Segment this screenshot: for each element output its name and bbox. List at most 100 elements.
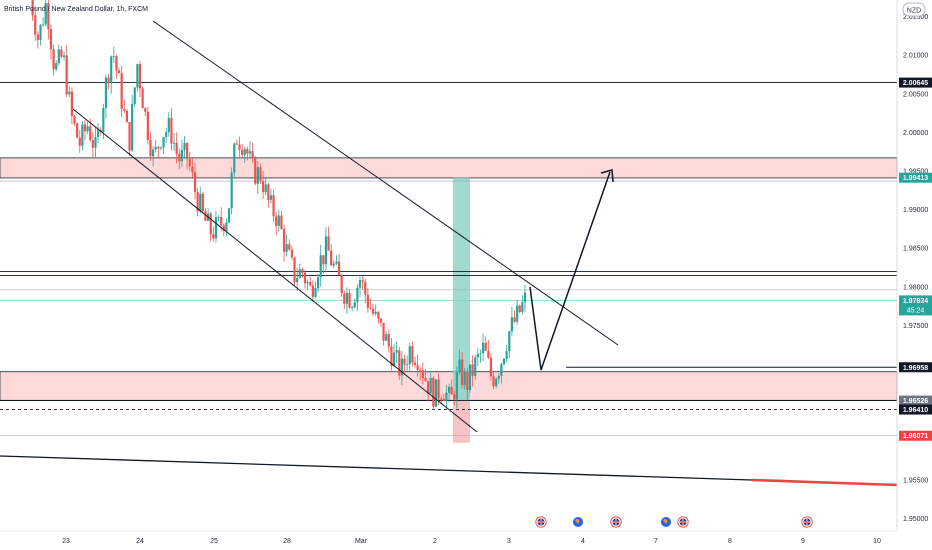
candle-body xyxy=(39,24,42,41)
y-tick-label: 1.95000 xyxy=(903,516,928,523)
candle-body xyxy=(138,64,142,89)
price-label-text: 1.97824 xyxy=(903,298,928,305)
candle-body xyxy=(500,364,503,376)
candle-body xyxy=(426,380,430,394)
candle-body xyxy=(241,149,244,155)
price-label-teal: 1.99413 xyxy=(899,172,932,183)
candle-body xyxy=(94,136,97,148)
candle-body xyxy=(476,353,479,358)
globe-icon[interactable] xyxy=(573,517,583,527)
candle-body xyxy=(398,350,401,376)
uk-flag-icon[interactable] xyxy=(677,516,689,528)
candle-body xyxy=(290,249,294,258)
candle-body xyxy=(516,305,519,322)
candle-body xyxy=(55,63,58,70)
candle-body xyxy=(272,195,275,217)
candle-body xyxy=(170,117,173,144)
y-tick-label: 2.01000 xyxy=(903,53,928,60)
uk-flag-icon[interactable] xyxy=(610,516,622,528)
candle-body xyxy=(280,215,283,229)
candle-body xyxy=(233,143,236,173)
price-label-red: 1.96071 xyxy=(899,430,932,441)
candle-body xyxy=(361,280,364,282)
candle-body xyxy=(222,225,225,231)
candle-body xyxy=(248,151,252,154)
candle-body xyxy=(144,108,147,112)
candle-body xyxy=(497,375,500,379)
candle-body xyxy=(120,73,123,109)
candle-body xyxy=(102,108,105,132)
candle-body xyxy=(83,124,87,132)
candle-body xyxy=(447,386,451,393)
candle-body xyxy=(243,149,246,155)
x-tick-label: 24 xyxy=(136,538,144,545)
candle-body xyxy=(133,87,136,104)
candle-body xyxy=(70,91,74,117)
candle-body xyxy=(115,56,118,71)
price-label-text: 1.96526 xyxy=(903,398,928,405)
x-tick-label: 23 xyxy=(62,538,70,545)
price-label-black: 2.00645 xyxy=(899,77,932,88)
candle-body xyxy=(366,294,369,308)
candle-body xyxy=(146,111,149,140)
candle-body xyxy=(154,146,157,150)
x-tick-label: 28 xyxy=(283,538,291,545)
candle-body xyxy=(327,236,330,251)
x-tick-label: 4 xyxy=(581,538,585,545)
candle-body xyxy=(41,24,45,26)
candle-body xyxy=(285,244,288,252)
candle-body xyxy=(424,377,427,381)
candle-body xyxy=(117,70,121,74)
globe-icon[interactable] xyxy=(661,517,671,527)
x-tick-label: 7 xyxy=(654,538,658,545)
uk-flag-icon[interactable] xyxy=(535,516,547,528)
candle-body xyxy=(212,234,215,239)
candle-body xyxy=(191,166,194,173)
globe-land xyxy=(663,519,668,524)
candle-body xyxy=(461,359,464,386)
candles-layer xyxy=(31,0,527,410)
candle-body xyxy=(479,352,482,354)
candle-body xyxy=(523,292,527,303)
candle-body xyxy=(337,261,341,276)
candle-body xyxy=(73,116,76,124)
levels-layer xyxy=(0,82,897,436)
candle-body xyxy=(345,292,349,304)
candle-body xyxy=(437,379,440,399)
candle-body xyxy=(481,342,485,353)
candle-body xyxy=(186,142,189,159)
candle-body xyxy=(319,255,322,278)
candle-body xyxy=(513,317,516,322)
price-label-bg xyxy=(899,77,932,88)
candle-body xyxy=(296,278,299,283)
uk-flag-icon[interactable] xyxy=(801,516,813,528)
candle-body xyxy=(172,142,176,144)
currency-badge[interactable]: NZD xyxy=(902,2,926,17)
candle-body xyxy=(220,216,223,226)
candle-body xyxy=(288,244,291,250)
candle-body xyxy=(301,269,304,273)
candle-body xyxy=(518,305,521,312)
trend-line xyxy=(0,455,753,481)
candle-body xyxy=(353,302,356,308)
candle-body xyxy=(293,257,296,283)
candle-body xyxy=(453,394,456,400)
candle-body xyxy=(413,362,417,366)
x-tick-label: 3 xyxy=(507,538,511,545)
candle-body xyxy=(157,146,160,149)
candle-body xyxy=(374,311,377,314)
price-label-text: 1.96410 xyxy=(903,407,928,414)
candle-body xyxy=(57,49,60,64)
candle-body xyxy=(277,215,280,226)
candle-body xyxy=(379,318,383,323)
candle-body xyxy=(128,122,131,151)
candle-body xyxy=(217,216,220,218)
candle-body xyxy=(251,151,254,159)
candle-body xyxy=(322,255,325,265)
candle-body xyxy=(131,103,134,151)
candle-body xyxy=(193,172,197,192)
candle-body xyxy=(183,142,186,150)
candle-body xyxy=(96,130,100,137)
